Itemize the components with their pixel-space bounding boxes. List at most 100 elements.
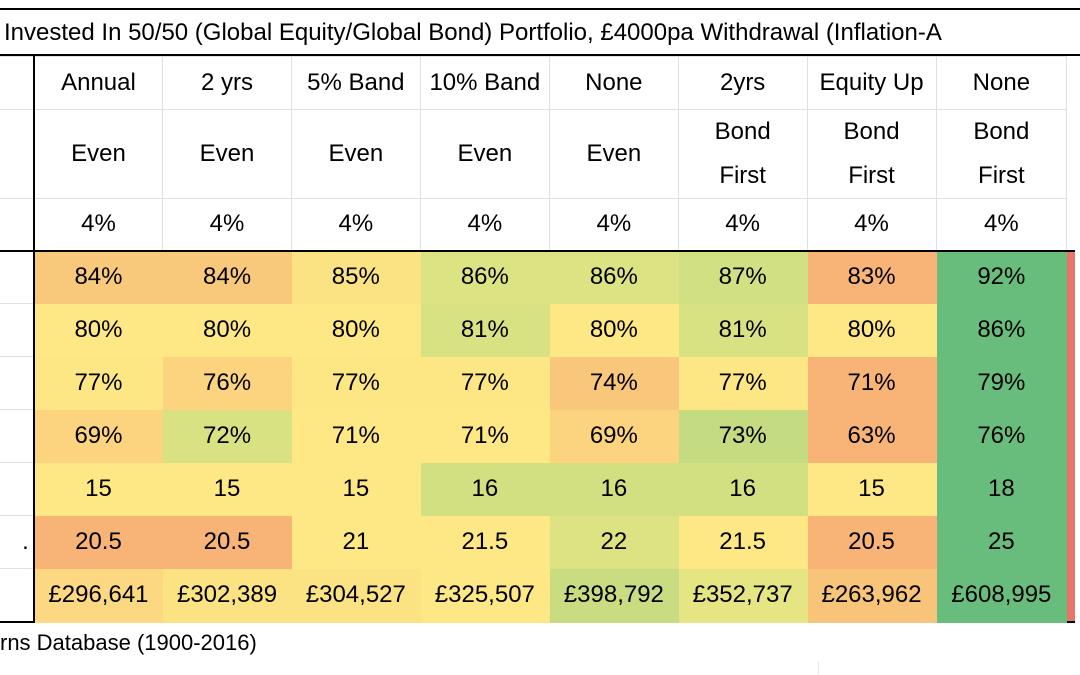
table-row: 69% 72% 71% 71% 69% 73% 63% 76% xyxy=(0,409,1075,463)
header-cell-rebalance: None xyxy=(548,56,679,110)
header-withdrawal-line1: Even xyxy=(328,140,384,167)
data-cell: 87% xyxy=(677,250,808,304)
row-stub xyxy=(0,303,35,357)
data-cell: 15 xyxy=(290,462,421,516)
header-withdrawal-line2: First xyxy=(848,162,895,189)
data-cell: 77% xyxy=(290,356,421,410)
header-cell-rate: 4% xyxy=(548,198,679,252)
data-cell: 81% xyxy=(677,303,808,357)
data-cell: £296,641 xyxy=(33,568,164,623)
data-cell: £304,527 xyxy=(290,568,421,623)
header-cell-rate: 4% xyxy=(290,198,421,252)
data-cell: 63% xyxy=(806,409,937,463)
header-cell-rebalance: Annual xyxy=(33,56,164,110)
divider-tick xyxy=(818,662,819,674)
data-cell: 20.5 xyxy=(162,515,292,569)
header-withdrawal-line1: Even xyxy=(199,140,255,167)
row-stub xyxy=(0,409,35,463)
header-cell-withdrawal: Even xyxy=(419,109,550,199)
table-row: 15 15 15 16 16 16 15 18 xyxy=(0,462,1075,516)
data-cell: 22 xyxy=(548,515,679,569)
header-withdrawal-line1: Even xyxy=(457,140,513,167)
data-cell: 76% xyxy=(935,409,1068,463)
header-cell-withdrawal: Even xyxy=(290,109,421,199)
data-cell: 80% xyxy=(162,303,292,357)
row-stub xyxy=(0,462,35,516)
header-cell-rebalance: 2yrs xyxy=(677,56,808,110)
data-cell: 86% xyxy=(935,303,1068,357)
data-cell: 79% xyxy=(935,356,1068,410)
table-row: 80% 80% 80% 81% 80% 81% 80% 86% xyxy=(0,303,1075,357)
data-cell: 21 xyxy=(290,515,421,569)
header-cell-rebalance: 10% Band xyxy=(419,56,550,110)
header-cell-withdrawal: Even xyxy=(33,109,164,199)
data-cell: 72% xyxy=(162,409,292,463)
data-cell: £398,792 xyxy=(548,568,679,623)
header-cell-rate: 4% xyxy=(677,198,808,252)
edge-cell xyxy=(1066,409,1075,463)
edge-cell xyxy=(1066,568,1075,623)
data-cell: 21.5 xyxy=(419,515,550,569)
data-cell: 20.5 xyxy=(33,515,164,569)
header-cell-rebalance: 2 yrs xyxy=(162,56,292,110)
header-cell-rebalance: Equity Up xyxy=(806,56,937,110)
header-withdrawal-line1: Bond xyxy=(714,118,771,145)
data-cell: 16 xyxy=(548,462,679,516)
data-cell: 73% xyxy=(677,409,808,463)
edge-cell xyxy=(1066,356,1075,410)
data-cell: 69% xyxy=(33,409,164,463)
table-row: 84% 84% 85% 86% 86% 87% 83% 92% xyxy=(0,250,1075,304)
row-stub: . xyxy=(0,515,35,569)
header-row-rate: 4% 4% 4% 4% 4% 4% 4% 4% xyxy=(0,198,1075,252)
data-cell: 76% xyxy=(162,356,292,410)
edge-cell xyxy=(1066,515,1075,569)
header-withdrawal-line2: First xyxy=(719,162,766,189)
header-cell-withdrawal: Bond First xyxy=(677,109,808,199)
source-footnote: rns Database (1900-2016) xyxy=(0,630,257,655)
header-row-rebalance: Annual 2 yrs 5% Band 10% Band None 2yrs Equity… xyxy=(0,56,1075,110)
data-cell: 80% xyxy=(806,303,937,357)
data-cell: 16 xyxy=(419,462,550,516)
header-cell-rebalance: None xyxy=(935,56,1068,110)
edge-cell xyxy=(1066,250,1075,304)
header-cell-rate: 4% xyxy=(162,198,292,252)
data-cell: £352,737 xyxy=(677,568,808,623)
data-cell: 77% xyxy=(419,356,550,410)
table-row: . 20.5 20.5 21 21.5 22 21.5 20.5 25 xyxy=(0,515,1075,569)
edge-cell xyxy=(1066,56,1075,110)
data-cell: 84% xyxy=(33,250,164,304)
header-cell-withdrawal: Bond First xyxy=(935,109,1068,199)
header-withdrawal-line1: Bond xyxy=(843,118,900,145)
data-cell: £263,962 xyxy=(806,568,937,623)
data-cell: £608,995 xyxy=(935,568,1068,623)
data-cell: 16 xyxy=(677,462,808,516)
header-withdrawal-line2: First xyxy=(978,162,1025,189)
data-cell: 15 xyxy=(806,462,937,516)
data-cell: 86% xyxy=(548,250,679,304)
header-row-withdrawal: Even Even Even Even Even Bond First Bond First Bo… xyxy=(0,109,1075,199)
data-cell: 25 xyxy=(935,515,1068,569)
header-cell-rate: 4% xyxy=(419,198,550,252)
row-stub xyxy=(0,250,35,304)
data-cell: £302,389 xyxy=(162,568,292,623)
data-cell: 71% xyxy=(806,356,937,410)
data-cell: 15 xyxy=(33,462,164,516)
data-cell: 21.5 xyxy=(677,515,808,569)
row-stub xyxy=(0,109,35,199)
results-table: Annual 2 yrs 5% Band 10% Band None 2yrs Equity… xyxy=(0,56,1075,623)
data-cell: 71% xyxy=(290,409,421,463)
edge-cell xyxy=(1066,303,1075,357)
data-cell: 81% xyxy=(419,303,550,357)
data-cell: 74% xyxy=(548,356,679,410)
header-cell-rate: 4% xyxy=(806,198,937,252)
data-cell: 69% xyxy=(548,409,679,463)
data-cell: 20.5 xyxy=(806,515,937,569)
data-cell: 80% xyxy=(548,303,679,357)
row-stub xyxy=(0,56,35,110)
table-row: £296,641 £302,389 £304,527 £325,507 £398,792… xyxy=(0,568,1075,623)
header-cell-withdrawal: Even xyxy=(162,109,292,199)
edge-cell xyxy=(1066,109,1075,199)
data-cell: 71% xyxy=(419,409,550,463)
row-stub xyxy=(0,356,35,410)
table-row: 77% 76% 77% 77% 74% 77% 71% 79% xyxy=(0,356,1075,410)
